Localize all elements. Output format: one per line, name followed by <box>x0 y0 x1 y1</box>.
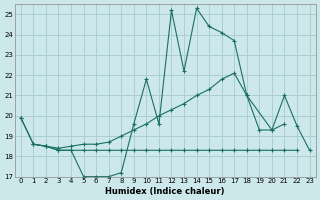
X-axis label: Humidex (Indice chaleur): Humidex (Indice chaleur) <box>106 187 225 196</box>
